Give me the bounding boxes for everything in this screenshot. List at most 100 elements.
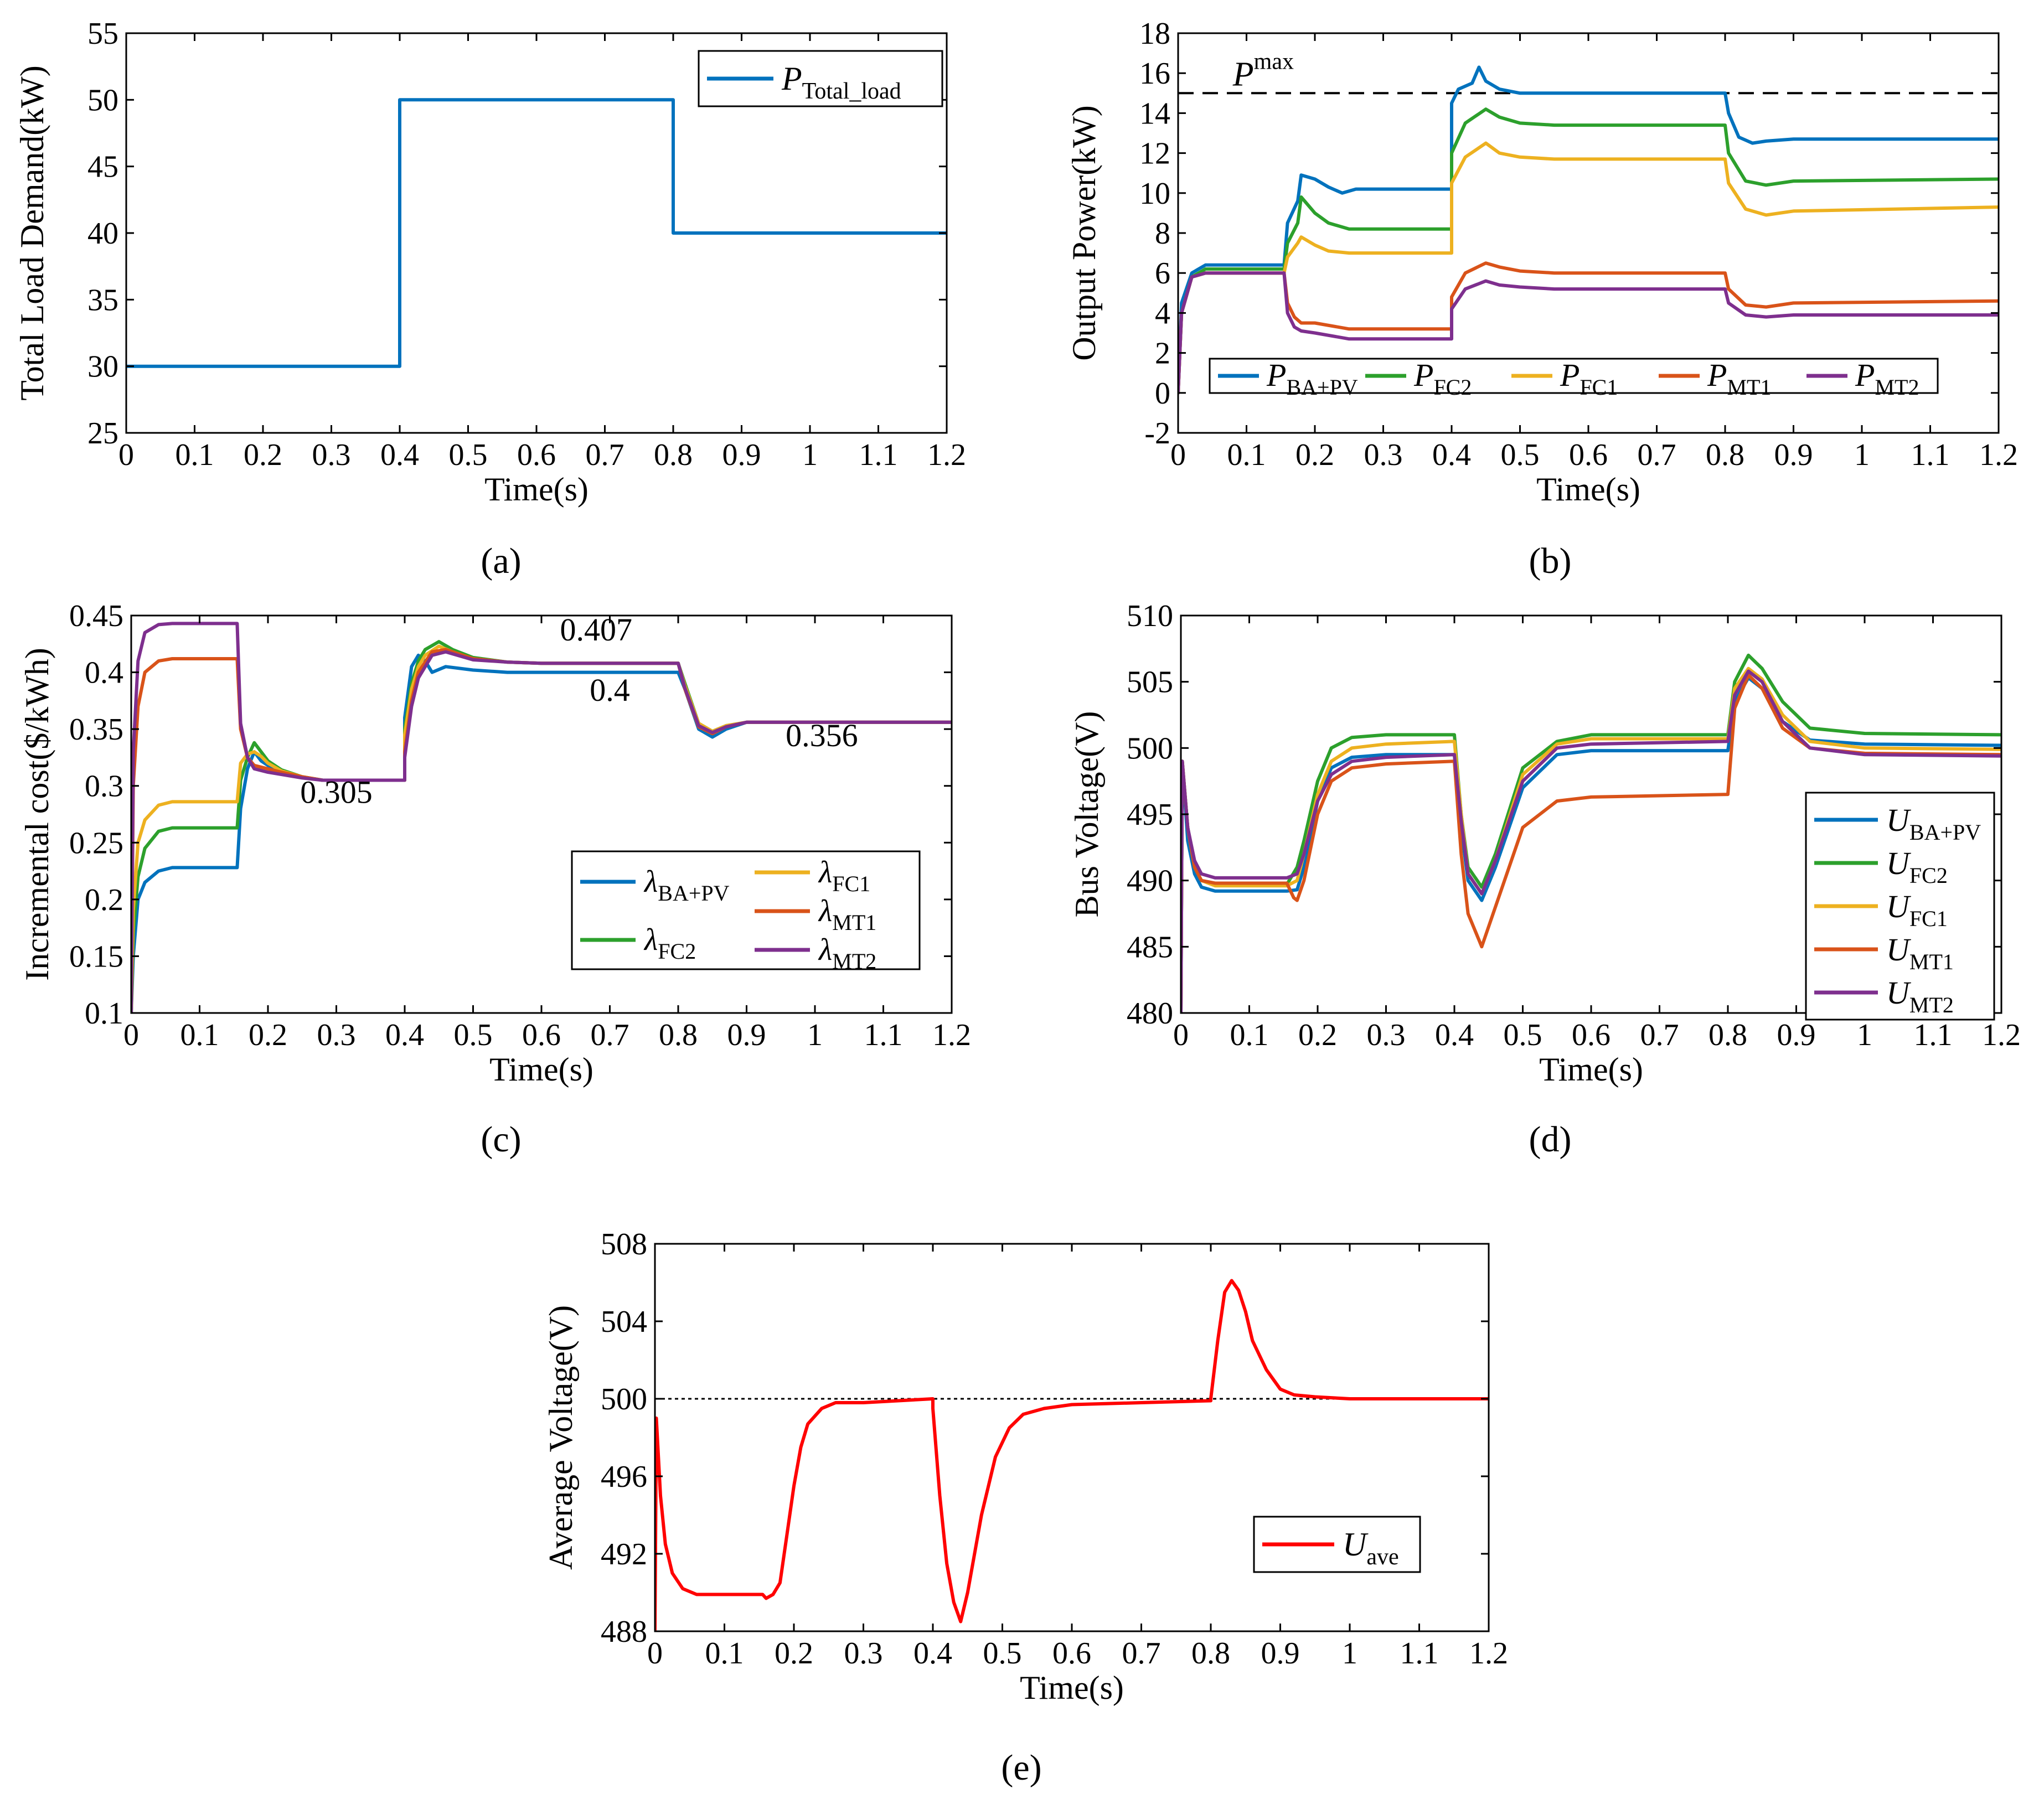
series-line-e-ave (655, 1279, 1489, 1631)
x-tick-label: 0.8 (1191, 1636, 1230, 1671)
legend-label-sub: BA+PV (1286, 375, 1357, 400)
legend-label-sub: FC2 (658, 939, 696, 964)
x-axis-label: Time(s) (1536, 471, 1640, 508)
legend-label: PFC1 (1560, 357, 1618, 400)
y-tick-label: 12 (1139, 137, 1170, 171)
y-tick-label: 55 (87, 17, 118, 51)
x-tick-label: 0.6 (517, 438, 556, 472)
x-tick-label: 0.1 (1227, 438, 1266, 472)
y-tick-label: 500 (601, 1382, 647, 1417)
series-group-a (126, 98, 947, 368)
y-tick-label: 500 (1127, 731, 1173, 766)
legend-a: PTotal_load (698, 50, 943, 107)
legend-label: PTotal_load (781, 60, 901, 104)
x-tick-label: 0.1 (1230, 1018, 1269, 1052)
series-group-e (655, 1279, 1489, 1631)
y-tick-label: 0.25 (69, 826, 123, 860)
x-tick-label: 0.8 (654, 438, 693, 472)
series-group-b (1178, 65, 1999, 395)
legend-label: λMT2 (818, 933, 876, 974)
y-tick-label: 508 (601, 1227, 647, 1262)
y-tick-label: 485 (1127, 930, 1173, 964)
panel-label-c: (c) (481, 1119, 521, 1160)
x-tick-label: 1 (1342, 1636, 1357, 1671)
legend-label-main: λ (643, 865, 658, 899)
panel-label-a: (a) (481, 541, 521, 581)
x-tick-label: 0.8 (659, 1018, 698, 1052)
x-tick-label: 0.2 (249, 1018, 287, 1052)
x-tick-label: 0.5 (449, 438, 488, 472)
x-tick-label: 0.9 (722, 438, 761, 472)
data-annotation: 0.305 (300, 774, 373, 810)
x-axis-label: Time(s) (484, 471, 589, 508)
x-tick-label: 0.7 (586, 438, 624, 472)
legend-label-main: P (1266, 357, 1286, 393)
legend-label-sub: Total_load (802, 79, 901, 104)
x-tick-label: 1.1 (1914, 1018, 1953, 1052)
y-tick-label: 0.3 (85, 769, 123, 804)
series-line-a-total-load (126, 98, 947, 368)
x-tick-label: 1 (1857, 1018, 1872, 1052)
legend-label-sub: BA+PV (1909, 820, 1981, 845)
y-tick-label: 18 (1139, 17, 1170, 51)
chart-panel-c: 0 0.1 0.2 0.3 0.4 0.5 0.6 0.7 0.8 0.9 1 1.1 1.20.10.… (19, 599, 971, 1088)
legend-label-main: P (1707, 357, 1727, 393)
x-tick-label: 0.4 (1432, 438, 1471, 472)
y-tick-label: 492 (601, 1537, 647, 1571)
x-tick-label: 1.1 (1400, 1636, 1439, 1671)
legend-label-main: λ (643, 923, 658, 957)
x-tick-label: 0.3 (317, 1018, 356, 1052)
chart-panel-b: Pmax 0 0.1 0.2 0.3 0.4 0.5 0.6 0.7 0.8 0.9 1 1.1 1.2 -… (1066, 17, 2018, 508)
legend-label-sub: BA+PV (658, 881, 729, 906)
x-tick-label: 0.6 (1572, 1018, 1611, 1052)
legend-label-sub: MT2 (1875, 375, 1919, 400)
x-axis-label: Time(s) (1020, 1669, 1124, 1706)
x-tick-label: 0.9 (727, 1018, 766, 1052)
legend-label-sub: MT1 (1909, 949, 1954, 974)
legend-label-main: P (1413, 357, 1433, 393)
legend-label-sub: MT1 (832, 910, 876, 935)
legend-label: Uave (1343, 1526, 1399, 1570)
y-axis-label: Total Load Demand(kW) (14, 65, 50, 401)
x-axis-label: Time(s) (1539, 1051, 1643, 1088)
x-axis-label: Time(s) (489, 1051, 593, 1088)
y-tick-label: -2 (1144, 416, 1170, 451)
x-tick-label: 1.2 (1982, 1018, 2021, 1052)
legend-label: PMT1 (1707, 357, 1771, 400)
x-tick-label: 0.7 (1122, 1636, 1161, 1671)
x-tick-label: 0.5 (1501, 438, 1540, 472)
chart-panel-d: 0 0.1 0.2 0.3 0.4 0.5 0.6 0.7 0.8 0.9 1 1.1 1.2 480 48… (1069, 599, 2021, 1088)
x-tick-label: 0.8 (1706, 438, 1744, 472)
series-line-d-mt1 (1181, 673, 2001, 1013)
y-tick-label: 0.4 (85, 656, 123, 690)
y-tick-label: 0.2 (85, 883, 123, 917)
x-tick-label: 0.2 (1298, 1018, 1337, 1052)
y-axis-label: Average Voltage(V) (543, 1305, 579, 1570)
x-tick-label: 0 (118, 438, 134, 472)
chart-panel-e: 0 0.1 0.2 0.3 0.4 0.5 0.6 0.7 0.8 0.9 1 1.1 1.2 488 49… (543, 1227, 1508, 1706)
x-tick-label: 1.2 (932, 1018, 971, 1052)
y-tick-label: 50 (87, 83, 118, 117)
legend-label: λMT1 (818, 894, 876, 935)
series-line-b-fc2 (1178, 107, 1999, 395)
series-line-b-ba-pv (1178, 65, 1999, 395)
y-tick-label: 45 (87, 150, 118, 184)
legend-label: PFC2 (1413, 357, 1472, 400)
y-tick-label: 496 (601, 1460, 647, 1494)
legend-e: Uave (1253, 1516, 1421, 1573)
legend-label-main: P (1560, 357, 1580, 393)
x-tick-label: 0.5 (983, 1636, 1022, 1671)
y-tick-label: 0.35 (69, 712, 123, 747)
y-tick-label: 4 (1155, 296, 1170, 330)
legend-label-main: U (1886, 975, 1912, 1011)
x-tick-label: 0.5 (454, 1018, 493, 1052)
legend-label: UFC1 (1886, 888, 1948, 931)
y-tick-label: 495 (1127, 798, 1173, 832)
x-tick-label: 0.4 (1435, 1018, 1474, 1052)
y-tick-label: 14 (1139, 96, 1170, 131)
x-tick-label: 0.3 (1367, 1018, 1406, 1052)
legend-label-main: P (1855, 357, 1875, 393)
x-tick-label: 1.2 (927, 438, 966, 472)
